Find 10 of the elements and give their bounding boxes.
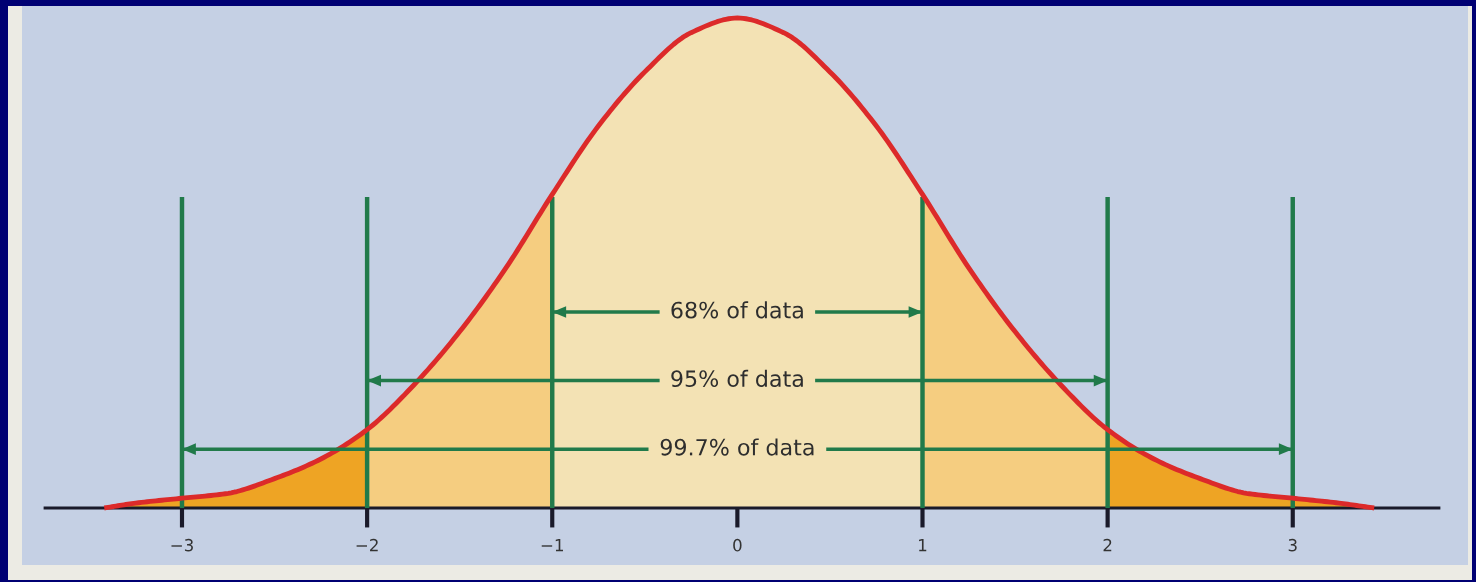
series-label: 68% of data [671, 301, 803, 319]
x-tick-label: 1 [919, 539, 927, 552]
x-tick-label: −3 [171, 538, 193, 552]
series-label: 99.7% of data [660, 438, 814, 456]
x-tick-label: −1 [541, 539, 563, 552]
x-tick-label: 2 [1103, 538, 1112, 552]
x-tick-label: 3 [1288, 538, 1297, 552]
x-tick-label: 0 [733, 538, 742, 552]
x-tick-label: −2 [356, 538, 378, 552]
series-label: 95% of data [671, 369, 803, 388]
